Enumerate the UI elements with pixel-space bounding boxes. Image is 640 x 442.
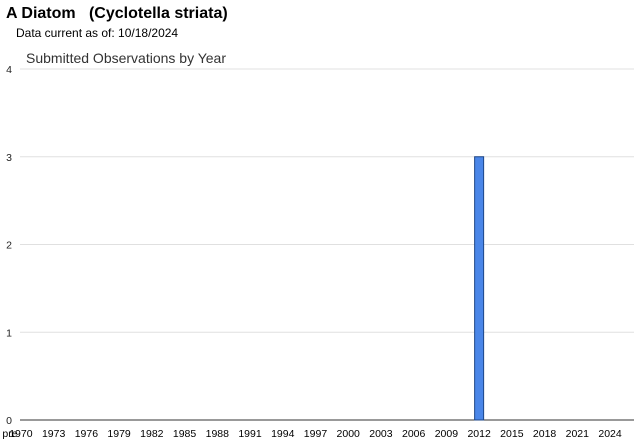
x-tick-label: 2006	[402, 428, 426, 440]
x-tick-label: 2000	[337, 428, 361, 440]
x-tick-label: 1976	[75, 428, 99, 440]
x-tick-label: 1970	[9, 428, 33, 440]
x-tick-label: 1988	[206, 428, 230, 440]
x-tick-label: 1979	[107, 428, 131, 440]
x-tick-label: 2024	[598, 428, 622, 440]
x-tick-label: 2021	[566, 428, 590, 440]
chart-title: Submitted Observations by Year	[26, 50, 226, 66]
x-tick-label: 1994	[271, 428, 295, 440]
x-tick-label: 2009	[435, 428, 459, 440]
y-tick-label: 1	[6, 327, 12, 339]
x-tick-label: 1982	[140, 428, 164, 440]
x-tick-label: 2003	[369, 428, 393, 440]
bar-2012[interactable]	[474, 156, 485, 421]
y-tick-label: 2	[6, 240, 12, 252]
species-title: A Diatom (Cyclotella striata)	[6, 5, 228, 22]
x-tick-label: 1973	[42, 428, 66, 440]
x-tick-label: 1997	[304, 428, 328, 440]
x-tick-label: 2018	[533, 428, 557, 440]
y-tick-label: 4	[6, 64, 12, 76]
y-tick-label: 0	[6, 415, 12, 427]
x-tick-label: 2012	[467, 428, 491, 440]
x-tick-label: 1991	[238, 428, 262, 440]
data-current-date: Data current as of: 10/18/2024	[16, 26, 179, 40]
x-tick-label: 2015	[500, 428, 524, 440]
y-tick-label: 3	[6, 152, 12, 164]
x-tick-label: 1985	[173, 428, 197, 440]
x-tick-label: pre	[2, 428, 17, 440]
